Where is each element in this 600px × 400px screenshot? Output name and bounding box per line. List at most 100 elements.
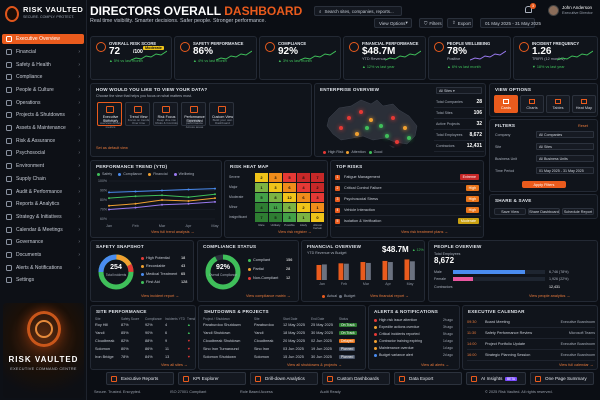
data-point[interactable] (187, 188, 190, 191)
people-link[interactable]: View people analytics → (529, 294, 571, 298)
view-tile-risk-focus[interactable]: Risk Focus Deep dive into Risks & Control… (153, 102, 178, 126)
heatmap-cell[interactable]: 4 (297, 183, 310, 192)
map-marker[interactable] (365, 126, 369, 130)
heatmap-cell[interactable]: 3 (311, 193, 324, 202)
nav-item-assets-maintenance[interactable]: Assets & Maintenance › (2, 123, 84, 133)
top-risks-link[interactable]: View risk treatment plans → (401, 230, 449, 234)
map-marker[interactable] (347, 116, 351, 120)
calendar-link[interactable]: View full calendar → (559, 363, 594, 367)
filter-select[interactable]: All Business Units (536, 155, 594, 162)
calendar-item[interactable]: 11:30 Safety Performance Review Microsoft … (467, 329, 595, 339)
nav-item-financial[interactable]: Financial › (2, 47, 84, 57)
nav-item-safety-health[interactable]: Safety & Health › (2, 59, 84, 69)
heatmap-cell[interactable]: 2 (311, 183, 324, 192)
export-button[interactable]: ⇪ Export (447, 18, 473, 28)
nav-item-environment[interactable]: Environment › (2, 161, 84, 171)
map-marker[interactable] (355, 132, 359, 136)
nav-item-compliance[interactable]: Compliance › (2, 72, 84, 82)
map-marker[interactable] (379, 124, 383, 128)
safety-link[interactable]: View incident report → (141, 294, 180, 298)
bar-actual[interactable] (382, 260, 388, 280)
heatmap-cell[interactable]: 1 (311, 203, 324, 212)
financial-link[interactable]: View financial report → (370, 294, 409, 298)
map-marker[interactable] (395, 140, 399, 144)
data-point[interactable] (108, 197, 110, 200)
nav-item-people-culture[interactable]: People & Culture › (2, 85, 84, 95)
bottom-button-drill-down-analytics[interactable]: Drill-down Analytics (250, 372, 318, 385)
map-marker[interactable] (385, 134, 389, 138)
heatmap-cell[interactable]: 2 (297, 203, 310, 212)
data-point[interactable] (161, 194, 163, 197)
heatmap-cell[interactable]: 4 (255, 203, 268, 212)
shutdowns-link[interactable]: View all shutdowns & projects → (287, 363, 343, 367)
heatmap-cell[interactable]: 1 (255, 183, 268, 192)
view-option-charts[interactable]: Charts (520, 95, 544, 113)
user-menu[interactable]: John Anderson Executive Director (548, 3, 598, 19)
kpi-card[interactable]: FINANCIAL PERFORMANCE $48.7M YTD Revenue ▲ … (343, 36, 426, 80)
financial-chart[interactable]: Jan Feb Mar Apr May (307, 256, 421, 286)
bar-actual[interactable] (338, 263, 344, 280)
view-tile-trend-view[interactable]: Trend View Focus on trends Over time (125, 102, 150, 126)
data-point[interactable] (161, 203, 163, 206)
bottom-button-data-export[interactable]: Data Export (394, 372, 462, 385)
view-option-heat-map[interactable]: Heat Map (572, 95, 596, 113)
data-point[interactable] (187, 202, 190, 205)
heatmap-cell[interactable]: 6 (297, 193, 310, 202)
nav-item-settings[interactable]: Settings (2, 275, 84, 285)
nav-item-psychosocial[interactable]: Psychosocial › (2, 148, 84, 158)
data-point[interactable] (134, 190, 137, 193)
view-tile-executive-summary[interactable]: Executive Summary High level overview All… (97, 102, 122, 129)
kpi-card[interactable]: INCIDENT FREQUENCY 1.26 TRIFR (12 months) ▼… (513, 36, 598, 80)
map-marker[interactable] (403, 126, 407, 130)
data-point[interactable] (214, 200, 216, 203)
view-option-tables[interactable]: Tables (546, 95, 570, 113)
nav-item-documents[interactable]: Documents › (2, 250, 84, 260)
view-tile-performance-scorecard[interactable]: Performance Scorecard Compare performance… (181, 102, 206, 129)
risk-row[interactable]: 4 Vehicle Interaction High (335, 207, 481, 216)
enterprise-site-select[interactable]: All Sites ▾ (436, 87, 482, 94)
map-marker[interactable] (407, 136, 411, 140)
alert-text[interactable]: Expedite actions overdue (379, 325, 420, 329)
heatmap-cell[interactable]: 7 (311, 173, 324, 182)
bottom-button-custom-dashboards[interactable]: Custom Dashboards (322, 372, 390, 385)
search-input[interactable]: ⌕ Search sites, companies, reports... (314, 6, 402, 16)
nav-item-alerts-notifications[interactable]: Alerts & Notifications › (2, 263, 84, 273)
bottom-button-ai-insights[interactable]: AI Insights BETA (466, 372, 526, 385)
heatmap-cell[interactable]: 3 (269, 183, 282, 192)
compliance-link[interactable]: View compliance matrix → (246, 294, 291, 298)
filter-select[interactable]: All Sites (536, 143, 594, 150)
risk-row[interactable]: 2 Critical Control Failure High (335, 185, 481, 194)
data-point[interactable] (134, 195, 137, 198)
heatmap-cell[interactable]: 0 (311, 213, 324, 222)
alert-text[interactable]: High risk issue attention (379, 318, 418, 322)
map-marker[interactable] (339, 126, 343, 130)
compliance-donut[interactable] (204, 253, 242, 291)
set-default-link[interactable]: Set as default view (96, 146, 128, 150)
data-point[interactable] (108, 204, 110, 207)
filter-select[interactable]: 01 May 2025 - 31 May 2025 (536, 167, 594, 174)
heatmap-cell[interactable]: 5 (269, 213, 282, 222)
heatmap-cell[interactable]: 6 (283, 183, 296, 192)
bar-actual[interactable] (316, 264, 322, 280)
data-point[interactable] (134, 202, 137, 205)
risk-row[interactable]: 5 Isolation & Verification Moderate (335, 218, 481, 227)
data-point[interactable] (108, 208, 110, 211)
data-point[interactable] (214, 197, 216, 200)
alert-text[interactable]: Critical incidents reported (379, 332, 420, 336)
heatmap-cell[interactable]: 3 (283, 213, 296, 222)
view-options-button[interactable]: View Options ▾ (374, 18, 412, 28)
site-link[interactable]: View all sites → (161, 363, 188, 367)
nav-item-governance[interactable]: Governance › (2, 237, 84, 247)
bar-actual[interactable] (360, 262, 366, 280)
alert-text[interactable]: Contractor training expiring (379, 339, 423, 343)
nav-item-risk-assurance[interactable]: Risk & Assurance › (2, 136, 84, 146)
nav-item-reports-analytics[interactable]: Reports & Analytics › (2, 199, 84, 209)
heatmap-cell[interactable]: 1 (297, 213, 310, 222)
heatmap-cell[interactable]: 8 (297, 173, 310, 182)
filters-button[interactable]: ⛉ Filters (419, 18, 443, 28)
nav-item-strategy-initiatives[interactable]: Strategy & Initiatives › (2, 212, 84, 222)
calendar-item[interactable]: 16:00 Strategic Planning Session Executive… (467, 351, 595, 361)
heatmap-cell[interactable]: 11 (269, 203, 282, 212)
kpi-card[interactable]: PEOPLE WELLBEING 78% Positive ▲ 6% vs last … (428, 36, 511, 80)
data-point[interactable] (214, 187, 216, 190)
